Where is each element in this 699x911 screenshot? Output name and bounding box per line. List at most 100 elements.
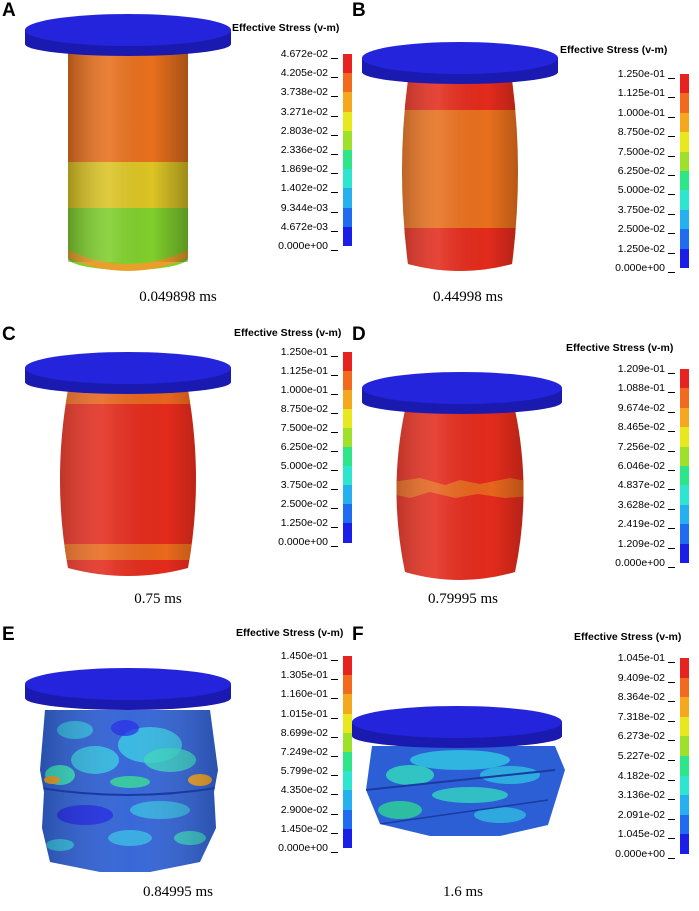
legend-tick-label: 0.000e+00: [615, 848, 675, 860]
panel-label: D: [352, 324, 366, 345]
legend-title: Effective Stress (v-m): [232, 22, 340, 34]
legend-tick-label: 4.182e-02: [617, 769, 676, 782]
legend-tick-label: 4.837e-02: [617, 479, 676, 492]
legend-tick-label: 1.125e-01: [280, 365, 339, 377]
legend-swatch: [680, 427, 689, 448]
panel-c: C Effective Stress (v-m) 1.250e-01 1.125e…: [0, 310, 352, 611]
color-scale: [343, 54, 352, 247]
legend-swatch: [680, 466, 689, 486]
panel-label: E: [2, 624, 15, 645]
legend-swatch: [680, 112, 689, 133]
legend-swatch: [343, 466, 352, 486]
legend-swatch: [680, 795, 689, 816]
legend-swatch: [680, 248, 689, 269]
legend-tick-label: 1.402e-02: [280, 182, 339, 195]
legend-swatch: [343, 390, 352, 410]
legend-tick-label: 1.125e-01: [617, 87, 676, 100]
legend-tick-label: 0.000e+00: [615, 262, 675, 274]
legend-swatch: [343, 130, 352, 151]
panel-a: A Effective Stress (v-m) 4.672e-02 4.205e…: [0, 0, 352, 305]
legend-swatch: [680, 524, 689, 545]
legend-swatch: [343, 73, 352, 93]
legend-swatch: [680, 775, 689, 796]
legend-swatch: [680, 543, 689, 564]
legend-swatch: [680, 388, 689, 409]
panel-f: F Effective Stress (v-m) 1.045e-01 9.409e…: [350, 610, 699, 911]
legend-tick-label: 4.672e-03: [280, 220, 339, 233]
color-scale: [680, 369, 689, 564]
legend-swatch: [343, 54, 352, 74]
legend-tick-label: 1.209e-01: [617, 363, 676, 375]
legend-tick-label: 4.205e-02: [280, 67, 339, 80]
legend-ticks: 1.045e-01 9.409e-02 8.364e-02 7.318e-02 6.27…: [605, 652, 676, 860]
legend-tick-label: 1.450e-02: [280, 822, 339, 835]
legend-swatch: [343, 169, 352, 189]
time-label: 0.049898 ms: [139, 289, 217, 305]
panel-label: B: [352, 0, 366, 21]
legend-tick-label: 6.250e-02: [617, 165, 676, 177]
simulation-image: [25, 668, 231, 872]
simulation-image: [25, 14, 231, 271]
legend-tick-label: 1.088e-01: [617, 382, 676, 395]
legend-swatch: [343, 111, 352, 132]
panel-d: D Effective Stress (v-m) 1.209e-01 1.088e…: [350, 310, 699, 611]
legend-tick-label: 1.450e-01: [280, 650, 339, 662]
legend-swatch: [680, 485, 689, 506]
legend-tick-label: 1.160e-01: [280, 688, 339, 701]
legend-tick-label: 0.000e+00: [278, 536, 338, 548]
legend-tick-label: 5.227e-02: [617, 750, 676, 762]
legend-tick-label: 1.045e-01: [617, 652, 676, 664]
legend-tick-label: 4.350e-02: [280, 784, 339, 797]
legend-swatch: [343, 485, 352, 505]
legend-swatch: [680, 74, 689, 94]
legend-swatch: [343, 409, 352, 429]
legend-swatch: [680, 190, 689, 211]
simulation-image: [25, 352, 231, 576]
legend-swatch: [343, 790, 352, 811]
legend-tick-label: 9.674e-02: [617, 401, 676, 414]
legend-swatch: [680, 446, 689, 467]
color-scale: [680, 658, 689, 855]
legend-tick-label: 1.250e-02: [280, 517, 339, 529]
legend-swatch: [343, 207, 352, 228]
legend-swatch: [680, 93, 689, 114]
legend-tick-label: 0.000e+00: [278, 240, 338, 252]
legend-swatch: [680, 697, 689, 718]
time-label: 0.75 ms: [134, 591, 182, 607]
legend-swatch: [680, 834, 689, 855]
panel-b: B Effective Stress (v-m) 1.250e-01 1.125e…: [350, 0, 699, 305]
legend-swatch: [680, 658, 689, 679]
legend-tick-label: 2.900e-02: [280, 803, 339, 816]
legend-swatch: [343, 226, 352, 247]
legend-swatch: [343, 92, 352, 113]
legend-swatch: [680, 151, 689, 172]
legend-tick-label: 9.409e-02: [617, 671, 676, 684]
legend-swatch: [680, 756, 689, 777]
legend-ticks: 1.209e-01 1.088e-01 9.674e-02 8.465e-02 7.25…: [605, 363, 676, 569]
legend-tick-label: 1.869e-02: [280, 163, 339, 176]
legend-tick-label: 2.500e-02: [617, 223, 676, 236]
simulation-image: [362, 42, 558, 271]
legend-tick-label: 3.738e-02: [280, 86, 339, 99]
legend-tick-label: 7.256e-02: [617, 440, 676, 453]
legend-swatch: [680, 736, 689, 757]
legend-tick-label: 7.500e-02: [280, 422, 339, 434]
legend-tick-label: 6.046e-02: [617, 460, 676, 472]
legend-tick-label: 2.419e-02: [617, 518, 676, 531]
legend-tick-label: 9.344e-03: [280, 201, 339, 214]
legend-swatch: [343, 656, 352, 676]
legend-tick-label: 6.273e-02: [617, 730, 676, 743]
legend-tick-label: 5.799e-02: [280, 765, 339, 778]
legend-ticks: 4.672e-02 4.205e-02 3.738e-02 3.271e-02 2.80…: [268, 48, 339, 252]
legend-swatch: [680, 229, 689, 250]
color-scale: [343, 352, 352, 543]
legend-tick-label: 7.318e-02: [617, 710, 676, 723]
legend-swatch: [343, 150, 352, 170]
legend-swatch: [680, 407, 689, 428]
legend-tick-label: 1.250e-01: [617, 68, 676, 80]
legend-swatch: [680, 814, 689, 835]
legend-swatch: [343, 371, 352, 391]
legend-tick-label: 1.305e-01: [280, 669, 339, 682]
legend-tick-label: 1.045e-02: [617, 828, 676, 841]
legend-ticks: 1.250e-01 1.125e-01 1.000e-01 8.750e-02 7.50…: [268, 346, 339, 548]
